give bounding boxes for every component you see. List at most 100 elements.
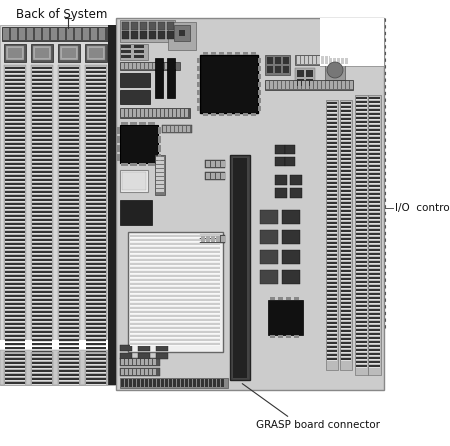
Bar (149, 359, 152, 365)
Bar (5, 351, 25, 353)
Bar (32, 203, 52, 205)
Bar (86, 213, 106, 214)
Bar (59, 255, 79, 257)
Bar (356, 137, 367, 139)
Bar (356, 131, 367, 132)
Bar (86, 93, 106, 94)
Bar (32, 354, 52, 356)
Bar (157, 63, 160, 69)
Bar (5, 313, 25, 314)
Bar (5, 157, 25, 158)
Bar (369, 333, 380, 335)
Bar (0, 350, 108, 385)
Bar (369, 335, 380, 336)
Bar (295, 55, 350, 65)
Bar (86, 362, 106, 364)
Bar (121, 50, 131, 53)
Bar (5, 263, 25, 265)
Bar (59, 85, 79, 86)
Bar (129, 63, 132, 69)
Bar (327, 260, 337, 261)
Bar (327, 276, 337, 277)
Bar (341, 220, 351, 221)
Bar (341, 136, 351, 137)
Bar (161, 379, 164, 387)
Bar (327, 200, 337, 201)
Bar (130, 277, 220, 278)
Bar (59, 151, 79, 153)
Bar (369, 259, 380, 260)
Bar (86, 145, 106, 146)
Bar (356, 183, 367, 184)
Bar (6, 46, 24, 60)
Bar (341, 176, 351, 177)
Bar (5, 295, 25, 297)
Bar (369, 241, 380, 243)
Bar (356, 107, 367, 108)
Bar (32, 159, 52, 161)
Bar (59, 309, 79, 310)
Bar (5, 95, 25, 97)
Bar (356, 317, 367, 319)
Bar (59, 135, 79, 137)
Bar (59, 215, 79, 217)
Bar (32, 241, 52, 242)
Bar (32, 297, 52, 298)
Bar (86, 237, 106, 238)
Bar (59, 183, 79, 185)
Bar (86, 295, 106, 297)
Bar (327, 126, 337, 128)
Bar (341, 360, 351, 361)
Bar (217, 379, 220, 387)
Bar (327, 272, 337, 273)
Bar (341, 282, 351, 284)
Bar (130, 337, 220, 338)
Bar (86, 341, 106, 342)
Bar (59, 251, 79, 253)
Bar (5, 349, 25, 350)
Bar (86, 187, 106, 189)
Bar (327, 158, 337, 160)
Bar (369, 355, 380, 356)
Bar (32, 125, 52, 126)
Bar (356, 363, 367, 364)
Bar (5, 257, 25, 258)
Bar (11, 28, 17, 40)
Bar (0, 25, 115, 385)
Bar (356, 177, 367, 179)
Bar (5, 327, 25, 329)
Bar (130, 261, 220, 262)
Bar (341, 132, 351, 133)
Bar (32, 366, 52, 368)
Bar (5, 249, 25, 250)
Bar (59, 181, 79, 182)
Bar (173, 63, 176, 69)
Bar (5, 167, 25, 169)
Bar (59, 205, 79, 206)
Bar (59, 267, 79, 269)
Bar (86, 105, 106, 106)
Bar (5, 353, 25, 354)
Bar (32, 341, 52, 342)
Bar (59, 368, 79, 369)
Bar (216, 161, 220, 167)
Bar (32, 339, 52, 341)
Bar (369, 167, 380, 168)
Bar (327, 330, 337, 332)
Bar (341, 156, 351, 157)
Bar (356, 127, 367, 128)
Bar (32, 359, 52, 361)
Bar (59, 203, 79, 205)
Bar (356, 279, 367, 280)
Bar (86, 169, 106, 170)
Bar (121, 379, 124, 387)
Bar (5, 285, 25, 286)
Bar (86, 343, 106, 345)
Bar (341, 276, 351, 277)
Bar (32, 179, 52, 181)
Bar (32, 107, 52, 109)
Bar (327, 320, 337, 321)
Bar (369, 103, 380, 104)
Bar (32, 113, 52, 114)
Bar (341, 236, 351, 237)
